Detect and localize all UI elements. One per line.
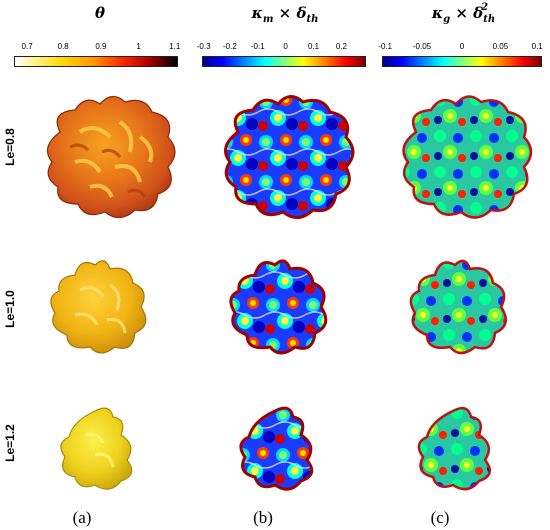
tick-label: 0 (283, 42, 288, 51)
row-label-le-0-8: Le=0.8 (3, 128, 17, 166)
panel-label-c: (c) (430, 508, 450, 527)
isosurface-theta-le-0-8 (46, 95, 176, 219)
tick-label: 1.1 (169, 42, 181, 51)
colorbar-ticks-theta: 0.7 0.8 0.9 1 1.1 (14, 42, 181, 52)
tick-label: 0.05 (492, 42, 509, 51)
tick-label: -0.1 (378, 42, 393, 51)
colorbar-ticks-gauss-curvature: -0.1 -0.05 0 0.05 0.1 (378, 42, 543, 52)
row-label-le-1-0: Le=1.0 (3, 290, 17, 328)
row-label-le-1-2: Le=1.2 (3, 424, 17, 462)
column-title-gauss-curvature: κg × δth2 (431, 2, 496, 25)
tick-label: 0 (459, 42, 465, 51)
isosurface-gauss-curvature-le-0-8 (402, 95, 533, 219)
tick-label: 1 (136, 42, 141, 51)
tick-label: 0.9 (95, 42, 107, 51)
tick-label: -0.05 (412, 42, 432, 51)
isosurface-gauss-curvature-le-1-2 (417, 406, 492, 491)
isosurface-mean-curvature-le-0-8 (224, 95, 355, 219)
colorbar-theta (14, 56, 178, 67)
tick-label: -0.1 (250, 42, 265, 51)
column-title-mean-curvature: κm × δth (251, 4, 319, 25)
colorbar-gauss-curvature (382, 56, 542, 67)
isosurface-mean-curvature-le-1-0 (229, 259, 328, 355)
colorbar-mean-curvature (202, 56, 366, 67)
panel-label-b: (b) (253, 508, 273, 527)
tick-label: 0.7 (21, 42, 33, 51)
tick-label: -0.2 (222, 42, 237, 51)
isosurface-mean-curvature-le-1-2 (239, 406, 314, 491)
colorbar-ticks-mean-curvature: -0.3 -0.2 -0.1 0 0.1 0.2 (197, 42, 366, 52)
tick-label: -0.3 (196, 42, 211, 51)
isosurface-theta-le-1-2 (60, 407, 133, 490)
tick-label: 0.1 (307, 42, 320, 51)
tick-label: 0.8 (57, 42, 69, 51)
isosurface-theta-le-1-0 (50, 260, 147, 354)
isosurface-gauss-curvature-le-1-0 (409, 259, 508, 355)
panel-label-a: (a) (72, 508, 92, 527)
column-title-theta: θ (94, 4, 105, 22)
tick-label: 0.1 (531, 42, 543, 51)
tick-label: 0.2 (335, 42, 347, 51)
